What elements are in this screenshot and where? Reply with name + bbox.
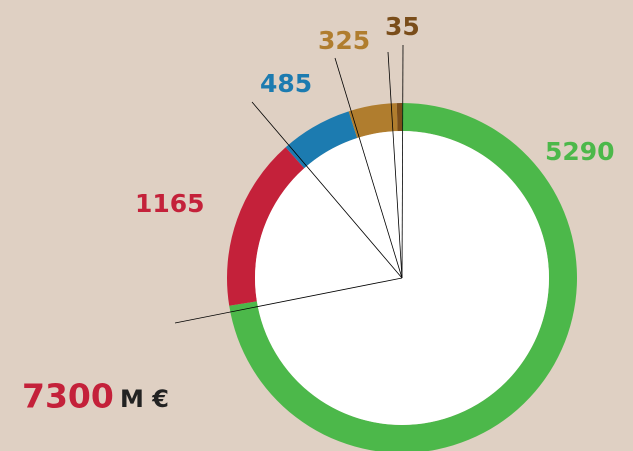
total-unit: M €: [120, 385, 169, 413]
leader-line: [387, 51, 403, 279]
slice-label: 485: [260, 69, 312, 98]
leader-line: [334, 57, 403, 279]
slice-label: 1165: [135, 189, 205, 218]
leader-line: [401, 44, 404, 279]
total-value: 7300: [22, 377, 114, 416]
donut-slice: [285, 111, 358, 169]
slice-label: 5290: [545, 137, 615, 166]
donut-slice: [396, 103, 402, 132]
donut-slice: [348, 103, 398, 139]
donut-slice: [227, 147, 305, 306]
leader-line: [251, 101, 403, 279]
slice-label: 35: [385, 12, 420, 41]
leader-line: [174, 277, 403, 324]
slice-label: 325: [318, 26, 370, 55]
